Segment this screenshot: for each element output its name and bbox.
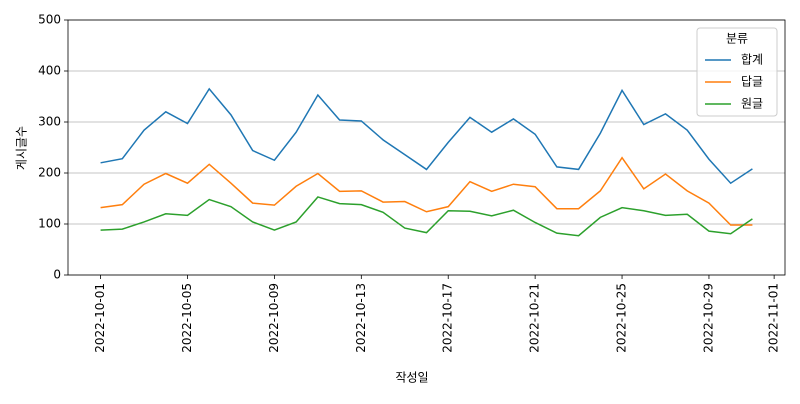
y-axis-label: 게시글수 [15, 126, 29, 170]
x-tick-label: 2022-10-13 [354, 283, 368, 353]
y-tick-label: 100 [38, 217, 61, 231]
x-tick-label: 2022-11-01 [767, 283, 781, 353]
y-tick-label: 300 [38, 115, 61, 129]
x-tick-label: 2022-10-09 [267, 283, 281, 353]
x-tick-label: 2022-10-29 [701, 283, 715, 353]
series-line [100, 196, 753, 237]
legend-label: 원글 [741, 97, 763, 111]
y-tick-label: 500 [38, 13, 61, 27]
legend-label: 합계 [741, 53, 763, 67]
x-tick-label: 2022-10-25 [615, 283, 629, 353]
x-tick-label: 2022-10-01 [93, 283, 107, 353]
y-tick-label: 400 [38, 64, 61, 78]
y-tick-label: 0 [53, 268, 61, 282]
x-tick-label: 2022-10-17 [441, 283, 455, 353]
plot-frame [67, 19, 786, 276]
y-tick-label: 200 [38, 166, 61, 180]
legend-box [696, 27, 778, 117]
series-line [100, 156, 753, 226]
x-axis-label: 작성일 [395, 371, 428, 385]
x-tick-label: 2022-10-05 [180, 283, 194, 353]
x-tick-label: 2022-10-21 [528, 283, 542, 353]
legend-title: 분류 [726, 32, 748, 46]
legend-label: 답글 [741, 75, 763, 89]
series-line [100, 87, 753, 185]
